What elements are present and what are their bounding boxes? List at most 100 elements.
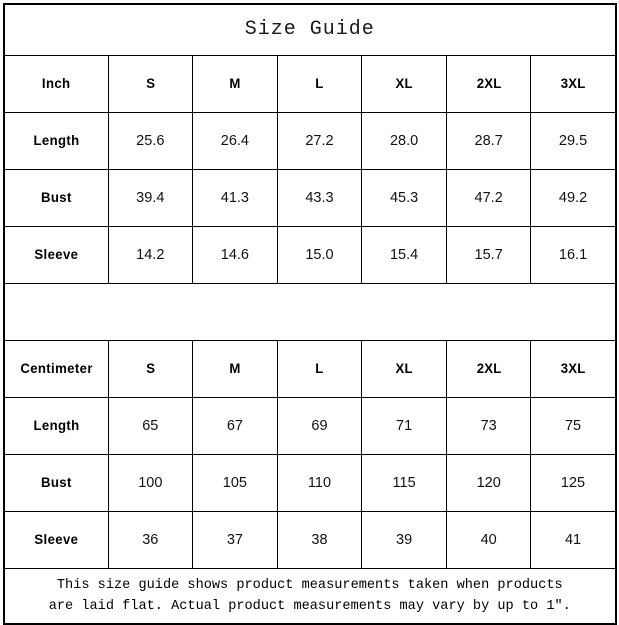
cell-value: 27.2	[305, 133, 334, 149]
cell-value: 25.6	[136, 133, 165, 149]
cell-value: 39	[396, 532, 413, 548]
cell-value: 100	[138, 475, 163, 491]
cm-length-l: 69	[276, 397, 363, 455]
note-line-1: This size guide shows product measuremen…	[56, 578, 563, 593]
table-row: Length 25.6 26.4 27.2 28.0 28.7 29.5	[3, 112, 617, 170]
inch-length-xl: 28.0	[361, 112, 447, 170]
table-row: Sleeve 14.2 14.6 15.0 15.4 15.7 16.1	[3, 226, 617, 284]
table-row: Bust 100 105 110 115 120 125	[3, 454, 617, 512]
cm-size-header-s: S	[107, 340, 194, 398]
size-label-l: L	[315, 360, 324, 376]
cm-row-label-bust: Bust	[3, 454, 109, 512]
inch-size-header-m: M	[192, 55, 278, 113]
title-cell: Size Guide	[4, 4, 616, 56]
cell-value: 14.6	[220, 247, 249, 263]
cm-sleeve-l: 38	[276, 511, 363, 569]
centimeter-header-row: Centimeter S M L XL 2XL 3XL	[3, 340, 617, 398]
cm-length-m: 67	[192, 397, 278, 455]
cm-size-header-m: M	[192, 340, 278, 398]
cell-value: 110	[307, 475, 332, 491]
size-label-2xl: 2XL	[476, 75, 502, 91]
cm-size-header-l: L	[276, 340, 363, 398]
cell-value: 41	[564, 532, 582, 548]
inch-row-label-length: Length	[3, 112, 109, 170]
cm-sleeve-2xl: 40	[445, 511, 532, 569]
inch-unit-label: Inch	[41, 75, 71, 91]
centimeter-unit-label: Centimeter	[19, 360, 93, 376]
cm-sleeve-m: 37	[192, 511, 278, 569]
size-label-3xl: 3XL	[560, 75, 586, 91]
cell-value: 47.2	[474, 190, 503, 206]
cm-bust-s: 100	[107, 454, 194, 512]
cm-row-label-length: Length	[3, 397, 109, 455]
inch-size-header-3xl: 3XL	[530, 55, 617, 113]
size-guide-note: This size guide shows product measuremen…	[5, 575, 615, 617]
cm-size-header-2xl: 2XL	[445, 340, 532, 398]
note-row: This size guide shows product measuremen…	[4, 568, 616, 624]
cell-value: 125	[560, 475, 586, 491]
inch-length-s: 25.6	[107, 112, 194, 170]
cm-length-3xl: 75	[530, 397, 617, 455]
cm-row-label-sleeve: Sleeve	[3, 511, 109, 569]
cm-length-2xl: 73	[445, 397, 532, 455]
inch-length-2xl: 28.7	[445, 112, 532, 170]
size-label-s: S	[145, 75, 155, 91]
cell-value: 26.4	[220, 133, 249, 149]
inch-sleeve-m: 14.6	[192, 226, 278, 284]
inch-bust-2xl: 47.2	[445, 169, 532, 227]
table-row: Sleeve 36 37 38 39 40 41	[3, 511, 617, 569]
inch-row-label-bust: Bust	[3, 169, 109, 227]
cell-value: 15.0	[305, 247, 334, 263]
table-spacer-cell	[4, 283, 616, 341]
inch-length-l: 27.2	[276, 112, 363, 170]
inch-size-header-l: L	[276, 55, 363, 113]
inch-sleeve-3xl: 16.1	[530, 226, 617, 284]
cm-bust-2xl: 120	[445, 454, 532, 512]
note-line-2: are laid flat. Actual product measuremen…	[48, 599, 571, 614]
row-label: Length	[33, 417, 80, 433]
row-label: Bust	[40, 474, 72, 490]
cell-value: 39.4	[136, 190, 165, 206]
size-label-l: L	[315, 75, 324, 91]
size-label-s: S	[145, 360, 155, 376]
cell-value: 49.2	[558, 190, 588, 206]
cm-bust-3xl: 125	[530, 454, 617, 512]
inch-sleeve-2xl: 15.7	[445, 226, 532, 284]
cm-sleeve-3xl: 41	[530, 511, 617, 569]
row-label: Sleeve	[34, 531, 79, 547]
cell-value: 45.3	[389, 190, 419, 206]
inch-sleeve-s: 14.2	[107, 226, 194, 284]
cm-sleeve-s: 36	[107, 511, 194, 569]
cell-value: 67	[226, 418, 243, 434]
inch-unit-header-cell: Inch	[3, 55, 109, 113]
table-row: Length 65 67 69 71 73 75	[3, 397, 617, 455]
inch-size-header-xl: XL	[361, 55, 447, 113]
cell-value: 69	[311, 418, 328, 434]
table-spacer-row	[4, 283, 616, 341]
cell-value: 73	[480, 418, 497, 434]
inch-bust-3xl: 49.2	[530, 169, 617, 227]
size-label-xl: XL	[395, 360, 413, 376]
cell-value: 15.7	[474, 247, 503, 263]
centimeter-unit-header-cell: Centimeter	[3, 340, 109, 398]
inch-size-header-2xl: 2XL	[445, 55, 532, 113]
cm-bust-xl: 115	[361, 454, 447, 512]
row-label: Length	[33, 132, 80, 148]
inch-bust-l: 43.3	[276, 169, 363, 227]
size-label-3xl: 3XL	[560, 360, 586, 376]
cm-bust-m: 105	[192, 454, 278, 512]
inch-length-3xl: 29.5	[530, 112, 617, 170]
inch-sleeve-xl: 15.4	[361, 226, 447, 284]
cell-value: 28.7	[474, 133, 503, 149]
cell-value: 105	[222, 475, 247, 491]
inch-length-m: 26.4	[192, 112, 278, 170]
cell-value: 36	[142, 532, 159, 548]
table-row: Bust 39.4 41.3 43.3 45.3 47.2 49.2	[3, 169, 617, 227]
inch-bust-xl: 45.3	[361, 169, 447, 227]
cell-value: 15.4	[389, 247, 419, 263]
inch-sleeve-l: 15.0	[276, 226, 363, 284]
size-label-m: M	[229, 75, 241, 91]
inch-row-label-sleeve: Sleeve	[3, 226, 109, 284]
cm-sleeve-xl: 39	[361, 511, 447, 569]
